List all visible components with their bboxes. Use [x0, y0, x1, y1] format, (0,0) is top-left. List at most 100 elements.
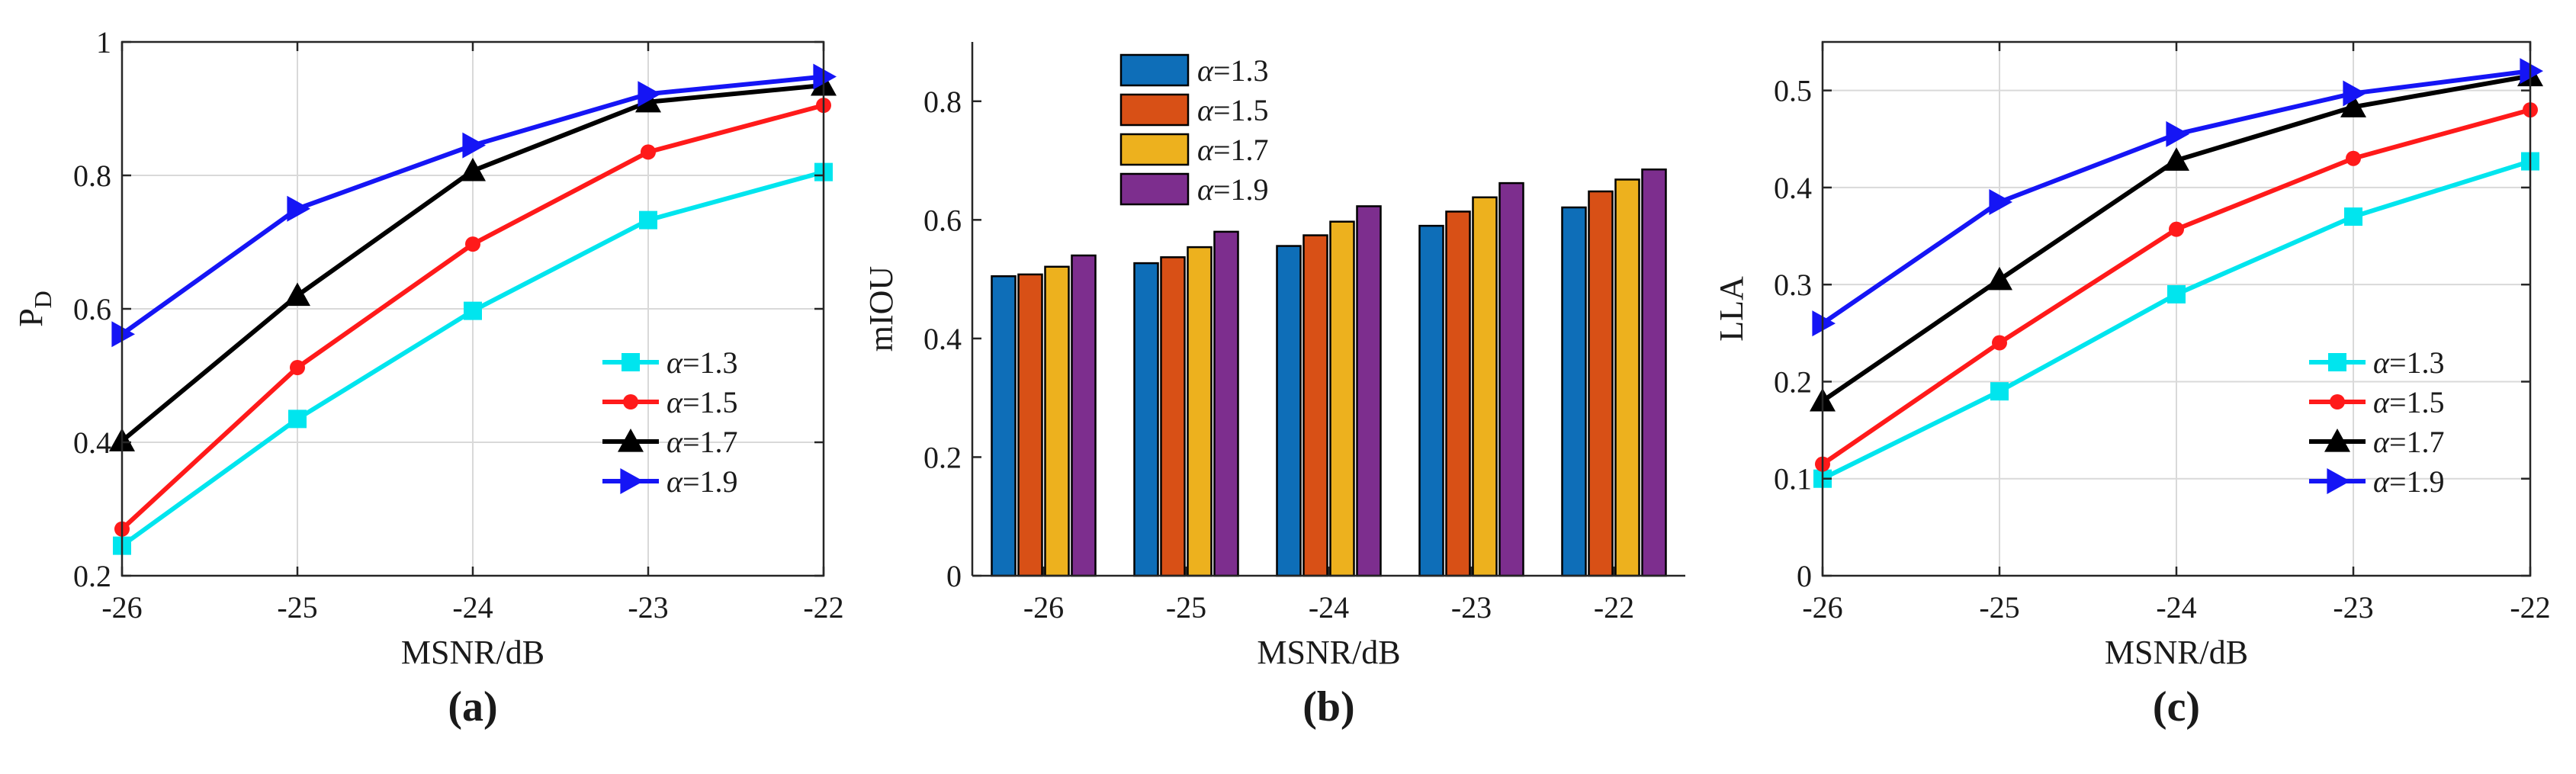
bar [1418, 224, 1444, 577]
legend-marker [618, 429, 644, 452]
legend-item-2: α=1.7 [2309, 425, 2445, 459]
data-point [813, 63, 837, 90]
legend-value: =1.5 [683, 385, 738, 419]
data-point [465, 236, 480, 252]
bar [1017, 273, 1043, 577]
legend-label: α=1.3 [1197, 53, 1269, 88]
legend-marker [2330, 394, 2345, 409]
x-tick-label: -22 [803, 590, 843, 625]
legend-item-0: α=1.3 [602, 345, 738, 380]
x-tick-label: -22 [2510, 590, 2550, 625]
legend-symbol: α [666, 345, 683, 380]
legend-label: α=1.9 [666, 464, 738, 499]
legend-item-2: α=1.7 [1119, 133, 1269, 167]
legend-item-3: α=1.9 [602, 464, 738, 499]
panel-a: -26 -25 -24 -23 -22 0.2 0.4 0.6 0.8 1 MSNR/dB PD (a)… [12, 25, 844, 731]
data-point [2343, 80, 2366, 107]
legend-item-0: α=1.3 [1119, 53, 1269, 88]
legend-swatch [1119, 133, 1190, 166]
y-tick-label: 0.8 [923, 85, 962, 119]
y-tick-label: 0.4 [1774, 171, 1812, 205]
legend-symbol: α [2373, 425, 2390, 459]
legend-symbol: α [666, 425, 683, 459]
legend-marker [2327, 468, 2350, 494]
y-tick-label: 0.3 [1774, 268, 1812, 302]
legend-value: =1.3 [2389, 345, 2445, 380]
legend-value: =1.7 [1213, 133, 1269, 167]
y-tick-label: 0.2 [923, 440, 962, 474]
legend-symbol: α [1197, 93, 1214, 127]
bar [1356, 205, 1382, 577]
y-tick-label: 0.6 [73, 292, 111, 326]
legend-item-2: α=1.7 [602, 425, 738, 459]
legend-swatch [1119, 93, 1190, 127]
data-point [290, 360, 305, 375]
data-point [2346, 150, 2361, 166]
legend-marker [620, 468, 644, 494]
x-tick-label: -26 [101, 590, 142, 625]
y-tick-label: 0.1 [1774, 462, 1812, 496]
bar [1641, 168, 1667, 577]
x-tick-label: -25 [277, 590, 317, 625]
series-1 [114, 98, 831, 537]
legend-label: α=1.3 [666, 345, 738, 380]
data-point [1987, 266, 2012, 291]
series-1 [1815, 102, 2538, 472]
data-point [460, 157, 486, 181]
legend-marker [623, 394, 638, 409]
legend-item-0: α=1.3 [2309, 345, 2445, 380]
data-point [1812, 310, 1836, 337]
bar [1472, 196, 1498, 577]
data-point [2340, 94, 2366, 117]
y-axis-label: PD [12, 291, 56, 327]
legend-label: α=1.7 [2373, 425, 2445, 459]
legend-swatch [1119, 172, 1190, 206]
bars [991, 168, 1667, 577]
panel-caption: (b) [1302, 683, 1354, 731]
bar [1329, 220, 1355, 577]
legend-item-1: α=1.5 [2309, 385, 2445, 419]
bar [1498, 181, 1524, 577]
legend-value: =1.9 [683, 464, 738, 499]
legend-value: =1.5 [2389, 385, 2445, 419]
data-point [288, 409, 307, 429]
series-3 [111, 63, 837, 348]
bar [991, 275, 1017, 577]
data-point [2344, 207, 2362, 226]
data-point [641, 144, 656, 160]
y-tick-label: 0.8 [73, 159, 111, 193]
y-tick-label: 0.4 [73, 426, 111, 460]
y-tick-label: 0.6 [923, 203, 962, 237]
data-point [1992, 335, 2007, 351]
data-point [287, 195, 310, 222]
bar [1133, 262, 1159, 577]
legend-marker [2328, 353, 2346, 371]
data-point [464, 301, 482, 320]
legend-label: α=1.9 [2373, 464, 2445, 499]
grid [1822, 42, 2531, 576]
legend-symbol: α [2373, 345, 2390, 380]
y-tick-label: 0 [946, 559, 962, 593]
x-tick-label: -26 [1023, 590, 1064, 625]
x-tick-label: -23 [628, 590, 668, 625]
legend-symbol: α [2373, 385, 2390, 419]
legend-label: α=1.5 [1197, 93, 1269, 127]
panel-c: -26 -25 -24 -23 -22 0 0.1 0.2 0.3 0.4 0.5 MSNR/dB LL… [1713, 40, 2551, 731]
bar [1302, 234, 1328, 577]
x-tick-label: -23 [2333, 590, 2373, 625]
data-point [2166, 120, 2189, 147]
data-point [2520, 58, 2543, 85]
legend-value: =1.5 [1213, 93, 1269, 127]
legend-label: α=1.5 [2373, 385, 2445, 419]
bar [1588, 190, 1614, 577]
panel-caption: (a) [448, 683, 497, 731]
legend-item-3: α=1.9 [2309, 464, 2445, 499]
x-tick-label: -25 [1166, 590, 1206, 625]
data-point [1990, 382, 2009, 401]
y-tick-label: 0.5 [1774, 74, 1812, 108]
legend-label: α=1.7 [666, 425, 738, 459]
legend-symbol: α [1197, 53, 1214, 88]
legend-value: =1.3 [683, 345, 738, 380]
x-axis-label: MSNR/dB [2105, 634, 2248, 671]
